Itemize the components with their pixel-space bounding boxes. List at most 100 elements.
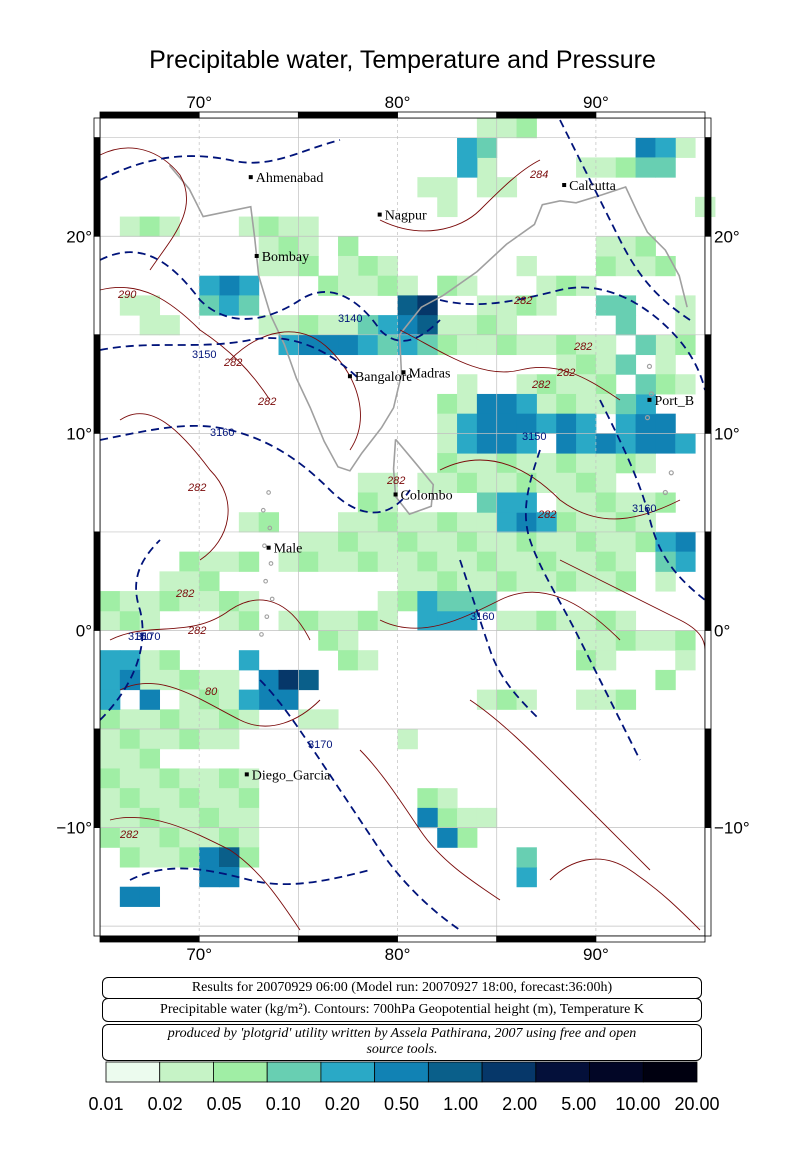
pw-cell (397, 531, 418, 553)
pw-cell (595, 512, 617, 533)
pw-cell (516, 255, 537, 277)
pw-cell (357, 472, 379, 494)
pw-cell (179, 788, 200, 809)
pw-cell (199, 768, 220, 789)
pw-cell (536, 275, 557, 296)
pw-cell (377, 610, 399, 631)
pw-cell (615, 551, 637, 572)
pw-cell (100, 689, 121, 710)
pw-cell (199, 807, 220, 829)
pw-cell (615, 492, 637, 513)
pw-cell (476, 472, 498, 494)
pw-cell (536, 571, 557, 592)
pw-cell (357, 551, 379, 572)
temperature-contour-label: 282 (386, 475, 405, 487)
pw-cell (437, 807, 458, 829)
pw-cell (318, 315, 339, 336)
pw-cell (278, 551, 299, 572)
pw-cell (655, 531, 676, 553)
pw-cell (159, 315, 180, 336)
pw-cell (615, 630, 637, 651)
pw-cell (437, 334, 458, 356)
pw-cell (595, 492, 617, 513)
pw-cell (576, 689, 597, 710)
pw-cell (179, 689, 200, 710)
pw-cell (139, 689, 161, 710)
pw-cell (675, 137, 696, 158)
pw-cell (437, 315, 458, 336)
temperature-contour-label: 282 (223, 357, 242, 369)
pw-cell (536, 413, 557, 434)
pw-cell (219, 689, 240, 710)
pw-cell (278, 216, 299, 237)
pw-cell (278, 315, 299, 336)
legend-tick-label: 5.00 (561, 1094, 597, 1114)
legend-tick-label: 20.00 (674, 1094, 720, 1114)
pw-cell (377, 512, 399, 533)
pw-cell (635, 236, 656, 257)
city-marker (647, 397, 652, 402)
pw-cell (357, 492, 379, 513)
pw-cell (159, 591, 180, 612)
pw-cell (576, 275, 597, 296)
pw-cell (496, 413, 518, 434)
pw-cell (219, 295, 240, 316)
pw-cell (417, 177, 438, 198)
temperature-contour-label: 282 (257, 396, 276, 408)
pw-cell (238, 295, 260, 316)
pw-cell (258, 315, 280, 336)
pw-cell (199, 827, 220, 848)
pw-cell (516, 867, 537, 888)
pw-cell (298, 236, 319, 257)
pw-cell (476, 492, 498, 513)
city-label: Nagpur (385, 209, 427, 224)
island (646, 363, 653, 369)
lat-tick-label-right: 10° (714, 424, 740, 443)
pw-cell (338, 334, 359, 356)
pw-cell (119, 669, 141, 691)
pw-cell (595, 610, 617, 631)
pw-cell (576, 531, 597, 553)
pw-cell (595, 689, 617, 710)
pw-cell (595, 571, 617, 592)
pw-cell (576, 472, 597, 494)
pw-cell (655, 374, 676, 395)
pw-cell (159, 669, 180, 691)
frame-bar (297, 935, 398, 943)
pw-cell (496, 551, 518, 572)
pw-cell (100, 827, 121, 848)
pw-cell (199, 571, 220, 592)
pw-cell (377, 255, 399, 277)
pw-cell (655, 255, 676, 277)
temperature-contour-label: 282 (119, 829, 138, 841)
legend-tick-label: 0.05 (206, 1094, 242, 1114)
pw-cell (655, 137, 676, 158)
geopotential-contour-label: 3150 (192, 349, 216, 361)
pw-cell (615, 255, 637, 277)
pw-cell (476, 295, 498, 316)
pw-cell (595, 630, 617, 651)
pw-cell (238, 709, 260, 730)
pw-cell (179, 827, 200, 848)
pw-cell (476, 591, 498, 612)
temperature-contour-label: 284 (529, 169, 548, 181)
pw-cell (397, 512, 418, 533)
pw-cell (536, 472, 557, 494)
pw-cell (437, 610, 458, 631)
pw-cell (318, 275, 339, 296)
geopotential-contour (439, 286, 706, 391)
pw-cell (219, 847, 240, 868)
pw-cell (139, 788, 161, 809)
pw-cell (556, 374, 577, 395)
pw-cell (119, 886, 141, 907)
pw-cell (536, 334, 557, 356)
pw-cell (238, 650, 260, 671)
pw-cell (119, 807, 141, 829)
city-marker (266, 545, 271, 550)
pw-cell (278, 334, 299, 356)
temperature-contour-label: 282 (573, 341, 592, 353)
pw-cell (179, 768, 200, 789)
pw-cell (139, 315, 161, 336)
pw-cell (476, 531, 498, 553)
legend-tick-label: 0.50 (383, 1094, 420, 1114)
